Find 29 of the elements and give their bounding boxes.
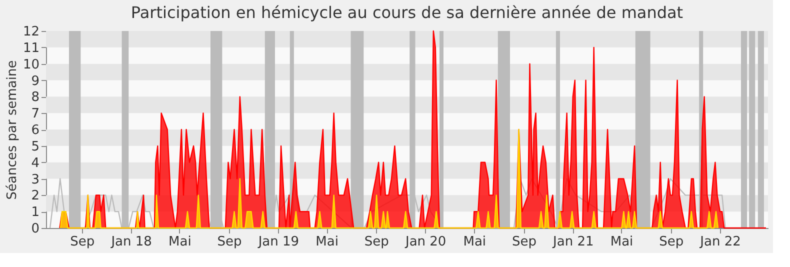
y-tick-label: 5 xyxy=(31,139,40,154)
x-tick-label: Mai xyxy=(168,234,192,250)
x-tick-label: Sep xyxy=(512,234,536,250)
x-tick-label: Mai xyxy=(610,234,634,250)
y-tick-label: 9 xyxy=(31,74,40,89)
x-tick-label: Sep xyxy=(217,234,242,250)
chart-title: Participation en hémicycle au cours de sa dernière année de mandat xyxy=(130,3,684,22)
y-tick-label: 1 xyxy=(31,205,40,220)
x-tick-label: Jan 20 xyxy=(404,234,446,250)
x-tick-label: Jan 21 xyxy=(552,234,594,250)
y-tick-label: 0 xyxy=(31,222,40,236)
x-tick-label: Jan 19 xyxy=(257,234,300,250)
x-tick-label: Mai xyxy=(463,234,486,250)
x-tick-label: Sep xyxy=(364,234,389,250)
y-tick-label: 8 xyxy=(31,90,40,106)
x-tick-label: Sep xyxy=(70,234,95,250)
x-tick-label: Sep xyxy=(659,234,684,250)
y-tick-label: 2 xyxy=(31,188,40,204)
y-tick-label: 3 xyxy=(31,172,40,188)
x-tick-label: Jan 22 xyxy=(699,234,741,250)
x-tick-label: Mai xyxy=(316,234,338,250)
y-tick-label: 6 xyxy=(31,123,40,138)
y-tick-label: 12 xyxy=(22,24,40,40)
y-tick-label: 4 xyxy=(31,156,40,171)
x-tick-label: Jan 18 xyxy=(110,234,152,250)
y-tick-label: 11 xyxy=(22,40,40,56)
y-tick-label: 7 xyxy=(31,106,40,122)
y-axis-title: Séances par semaine xyxy=(4,60,20,200)
y-tick-label: 10 xyxy=(22,57,40,72)
